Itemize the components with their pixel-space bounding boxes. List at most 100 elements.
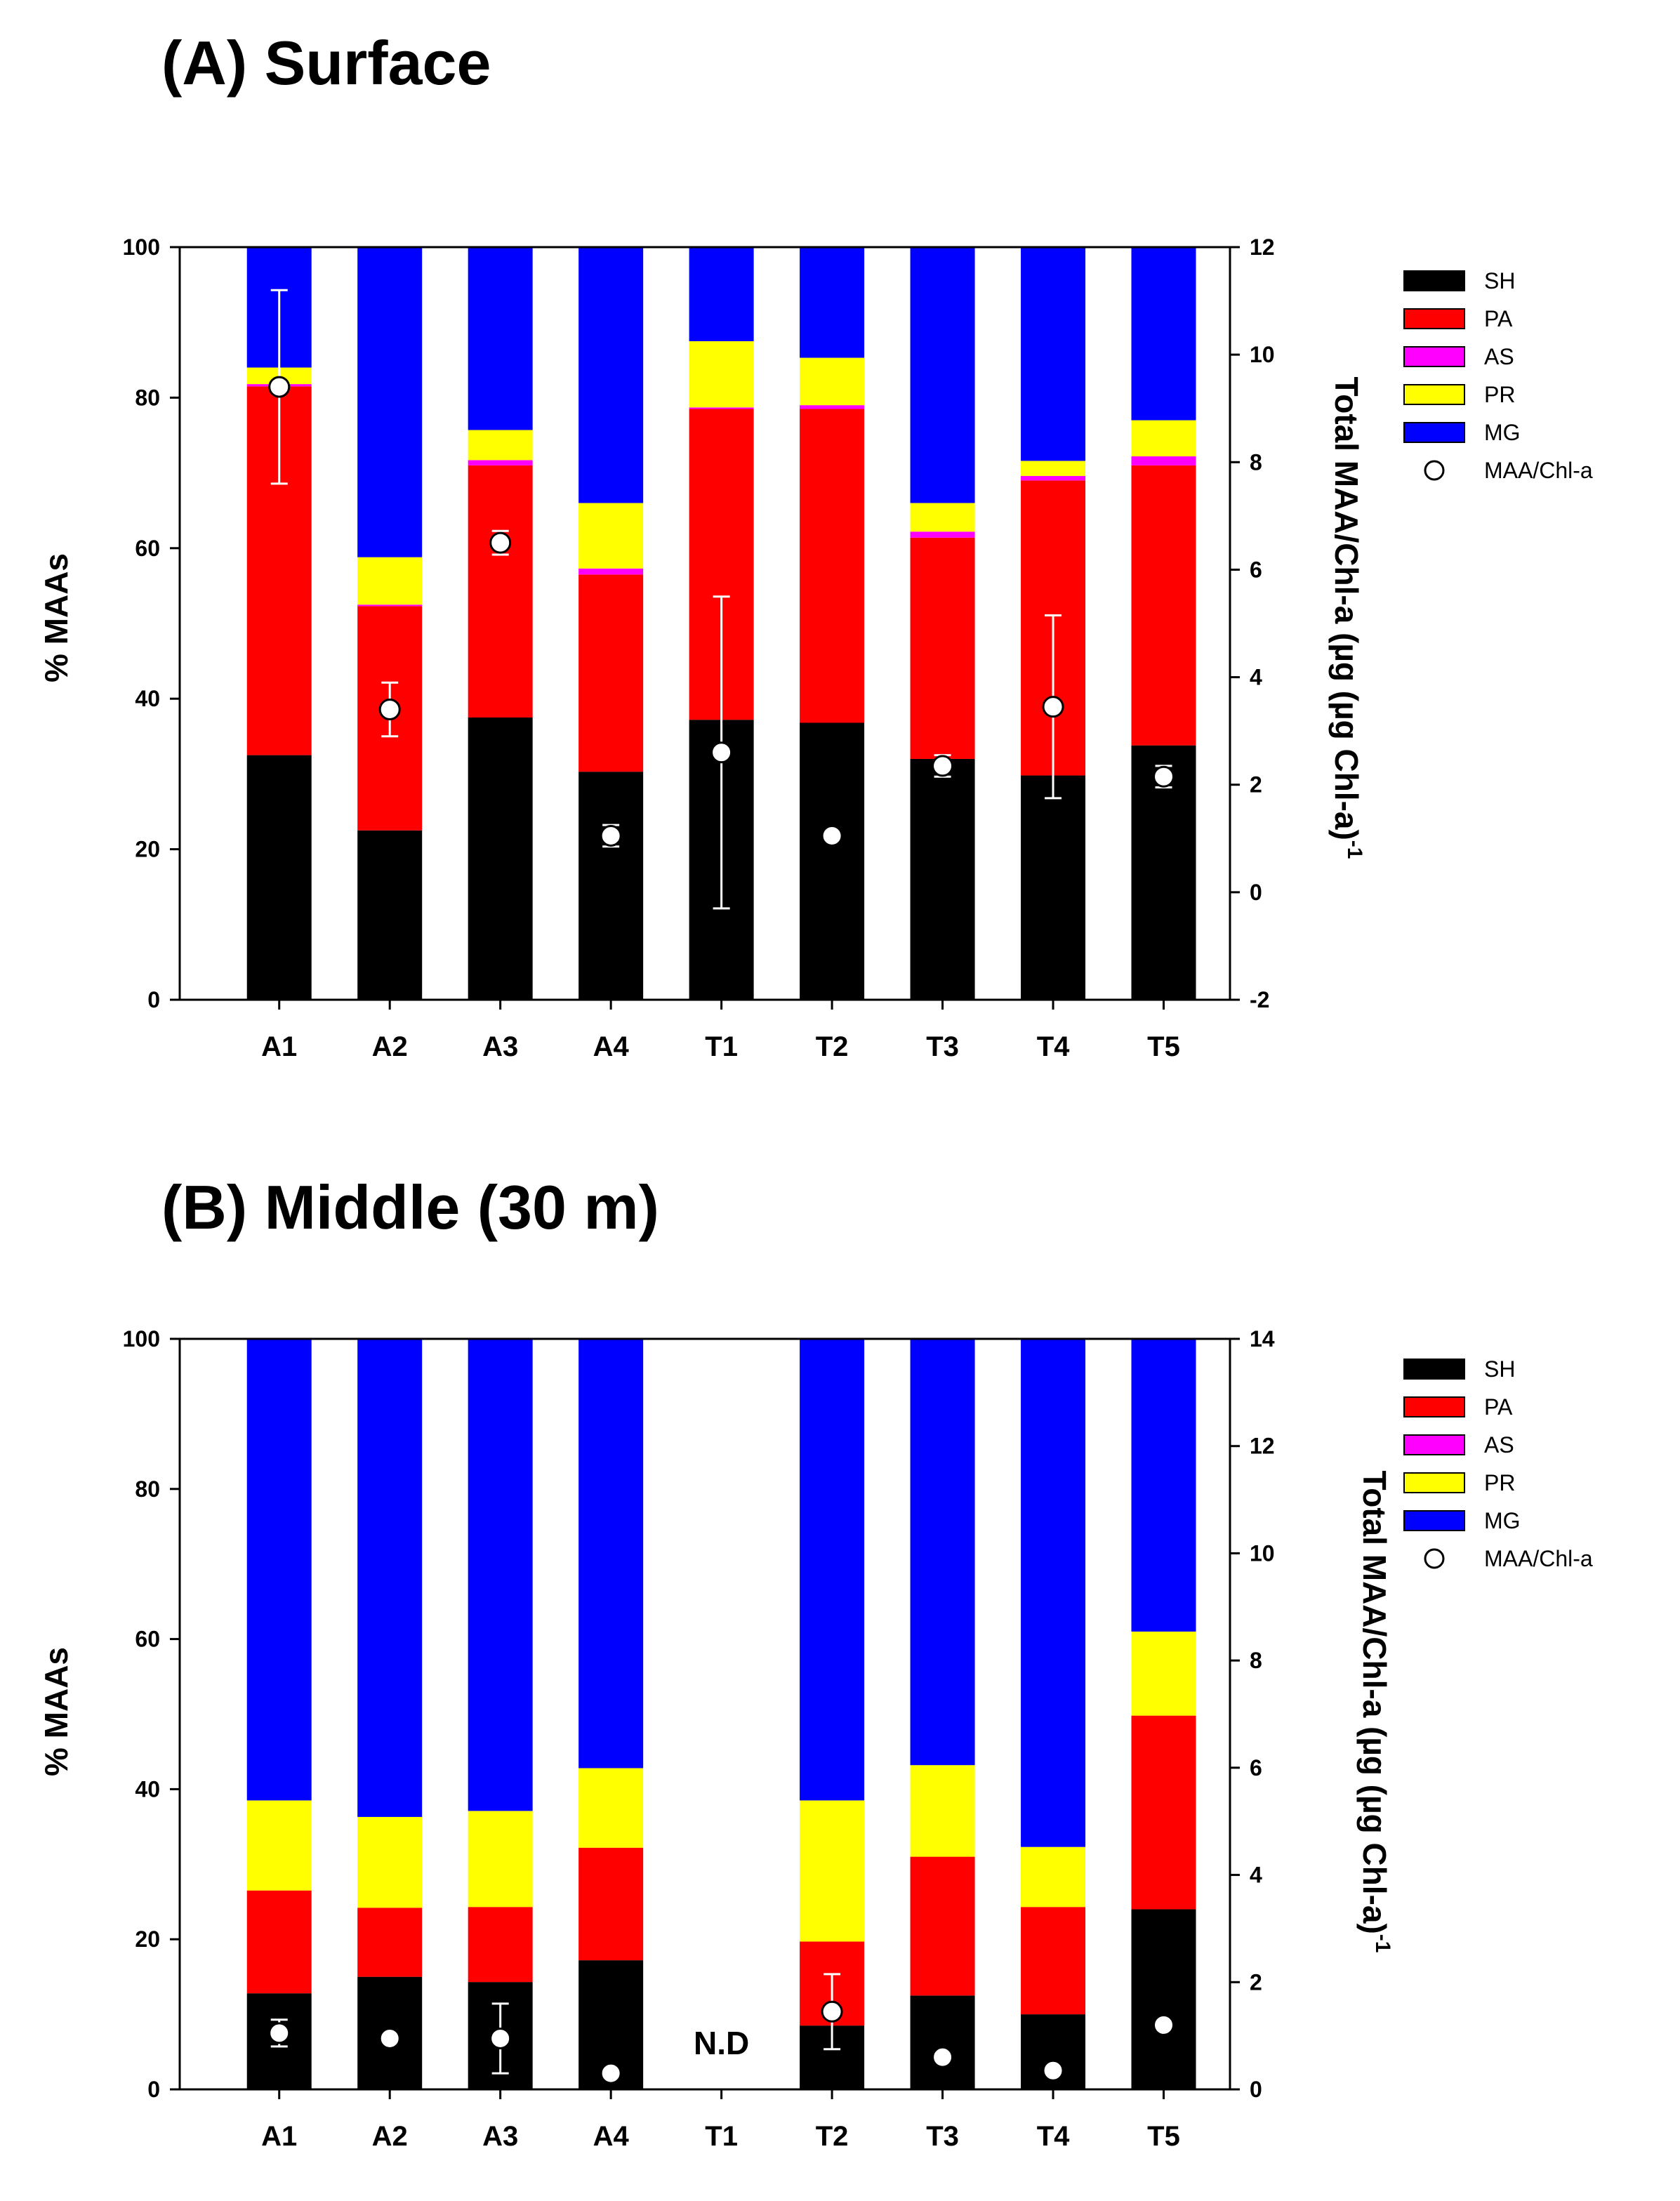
legend-label-sh: SH: [1484, 268, 1515, 293]
bar-mg-t3: [910, 247, 975, 503]
bar-pr-t4: [1021, 1846, 1086, 1908]
bar-mg-t3: [910, 1339, 975, 1766]
panel-middle: (B) Middle (30 m) % MAAs Total MAA/Chl-a…: [38, 1172, 1593, 2152]
y-axis-label-right: Total MAA/Chl-a (µg (µg Chl-a)-1: [1356, 1471, 1394, 1953]
bar-mg-t4: [1021, 1339, 1086, 1847]
bar-as-a2: [357, 604, 423, 607]
legend-label-as: AS: [1484, 1432, 1514, 1458]
legend-label-pa: PA: [1484, 306, 1513, 331]
marker-maa-chl-a3: [489, 2027, 512, 2049]
y-tick-label-left: 60: [135, 536, 160, 561]
marker-maa-chl-a3: [489, 531, 512, 554]
bar-mg-a4: [578, 247, 644, 503]
y-tick-label-right: 2: [1250, 772, 1262, 798]
x-tick-label-a3: A3: [482, 2121, 518, 2152]
x-tick-label-t1: T1: [705, 1031, 738, 1062]
y-tick-label-left: 20: [135, 1926, 160, 1952]
y-axis-label-left: % MAAs: [38, 1647, 74, 1776]
x-tick-label-t4: T4: [1037, 2121, 1070, 2152]
bar-pa-t3: [910, 537, 975, 759]
legend-swatch-pa: [1403, 1396, 1465, 1417]
legend-swatch-sh: [1403, 1359, 1465, 1380]
y-axis-label-left: % MAAs: [38, 553, 74, 682]
x-tick-label-t5: T5: [1147, 2121, 1180, 2152]
bar-pa-t5: [1131, 1715, 1196, 1910]
bar-pa-a4: [578, 574, 644, 772]
marker-maa-chl-t2: [821, 824, 843, 847]
marker-maa-chl-a4: [600, 824, 622, 847]
y-tick-label-left: 0: [147, 987, 160, 1012]
marker-maa-chl-a2: [378, 2027, 401, 2049]
bar-sh-t5: [1131, 1909, 1196, 2089]
bar-pr-a3: [468, 1811, 533, 1908]
bar-sh-t2: [800, 722, 865, 1000]
marker-maa-chl-t4: [1042, 696, 1064, 718]
marker-maa-chl-a1: [268, 2022, 291, 2044]
annotation-not-detected: N.D: [694, 2025, 749, 2061]
y-tick-label-right: 12: [1250, 234, 1275, 260]
legend-label-pr: PR: [1484, 382, 1515, 407]
marker-maa-chl-t3: [932, 755, 954, 777]
marker-maa-chl-t2: [821, 2000, 843, 2023]
x-tick-label-a3: A3: [482, 1031, 518, 1062]
y-tick-label-left: 100: [123, 1326, 160, 1351]
bar-pr-t3: [910, 503, 975, 532]
marker-maa-chl-t1: [710, 741, 733, 764]
y-tick-label-right: 10: [1250, 1540, 1275, 1566]
legend-swatch-pa: [1403, 308, 1465, 329]
bar-sh-a4: [578, 772, 644, 1000]
x-tick-label-t3: T3: [926, 2121, 959, 2152]
y-tick-label-left: 40: [135, 1776, 160, 1802]
bar-mg-a4: [578, 1339, 644, 1769]
bar-pr-t1: [689, 341, 754, 408]
y-tick-label-left: 100: [123, 234, 160, 260]
x-tick-label-a2: A2: [372, 1031, 408, 1062]
bar-pr-a1: [246, 1800, 312, 1891]
bar-mg-t4: [1021, 247, 1086, 461]
legend-swatch-sh: [1403, 270, 1465, 291]
x-tick-label-t1: T1: [705, 2121, 738, 2152]
panel-title: (A) Surface: [161, 28, 491, 98]
marker-maa-chl-a2: [378, 699, 401, 721]
y-tick-label-right: 8: [1250, 449, 1262, 475]
bar-as-t1: [689, 407, 754, 409]
legend-label-mg: MG: [1484, 420, 1521, 445]
y-tick-label-right: -2: [1250, 987, 1269, 1012]
legend-swatch-pr: [1403, 384, 1465, 405]
bar-sh-a2: [357, 830, 423, 1000]
bar-pa-a1: [246, 1890, 312, 1994]
x-tick-label-a4: A4: [593, 1031, 630, 1062]
bar-mg-a1: [246, 1339, 312, 1801]
y-tick-label-right: 2: [1250, 1969, 1262, 1995]
bar-pa-a2: [357, 1908, 423, 1977]
y-tick-label-left: 20: [135, 837, 160, 862]
bar-mg-a2: [357, 1339, 423, 1817]
bar-mg-a3: [468, 247, 533, 430]
legend-label-pr: PR: [1484, 1470, 1515, 1495]
y-tick-label-right: 10: [1250, 342, 1275, 367]
x-tick-label-t5: T5: [1147, 1031, 1180, 1062]
bar-pa-t4: [1021, 1907, 1086, 2015]
legend-label-pa: PA: [1484, 1394, 1513, 1420]
legend-swatch-as: [1403, 346, 1465, 367]
bar-pr-t3: [910, 1765, 975, 1857]
y-tick-label-left: 0: [147, 2077, 160, 2102]
legend-label-sh: SH: [1484, 1356, 1515, 1382]
bar-as-a4: [578, 568, 644, 575]
bar-pa-t2: [800, 409, 865, 723]
bar-pr-a4: [578, 503, 644, 569]
legend-swatch-pr: [1403, 1472, 1465, 1493]
y-tick-label-right: 6: [1250, 1755, 1262, 1780]
bar-pr-t2: [800, 1800, 865, 1942]
marker-maa-chl-t5: [1153, 2014, 1175, 2036]
bar-pr-t5: [1131, 1631, 1196, 1716]
bar-pa-a3: [468, 465, 533, 718]
bar-mg-t5: [1131, 247, 1196, 421]
panel-title: (B) Middle (30 m): [161, 1172, 659, 1242]
y-tick-label-left: 60: [135, 1627, 160, 1652]
legend-swatch-mg: [1403, 422, 1465, 443]
legend-marker-maa-chl: [1424, 460, 1445, 481]
bar-as-t5: [1131, 456, 1196, 465]
y-tick-label-right: 14: [1250, 1326, 1275, 1351]
